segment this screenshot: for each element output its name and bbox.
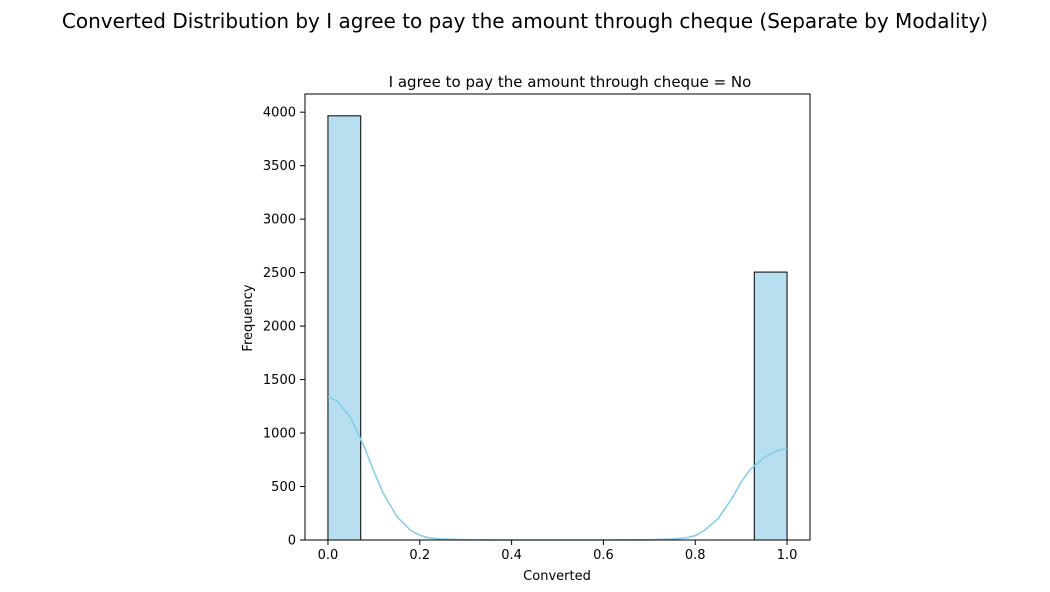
y-axis-label: Frequency [241,284,256,351]
x-tick-label: 0.0 [318,548,339,563]
y-tick-label: 1000 [263,427,296,442]
plot-area: 0.0 0.2 0.4 0.6 0.8 1.0 0 500 1000 1500 2000 2500 30… [263,93,811,563]
axes-title: I agree to pay the amount through cheque… [389,73,752,91]
figure-suptitle: Converted Distribution by I agree to pay… [62,9,988,33]
kde-line [327,395,788,541]
y-tick-label: 2500 [263,266,296,281]
axes-frame [304,93,811,541]
y-tick-label: 3500 [263,159,296,174]
y-tick-label: 1500 [263,373,296,388]
y-tick-label: 0 [288,534,296,549]
y-tick-label: 500 [271,480,296,495]
x-tick-label: 0.8 [685,548,706,563]
x-tick-label: 0.4 [501,548,522,563]
y-tick-label: 4000 [263,106,296,121]
x-tick-label: 0.2 [409,548,430,563]
x-axis-label: Converted [523,569,591,584]
y-tick-label: 3000 [263,213,296,228]
histogram-bar-0 [327,115,362,541]
histogram-bar-1 [753,271,788,541]
x-tick-label: 0.6 [593,548,614,563]
y-tick-label: 2000 [263,320,296,335]
x-tick-label: 1.0 [777,548,798,563]
